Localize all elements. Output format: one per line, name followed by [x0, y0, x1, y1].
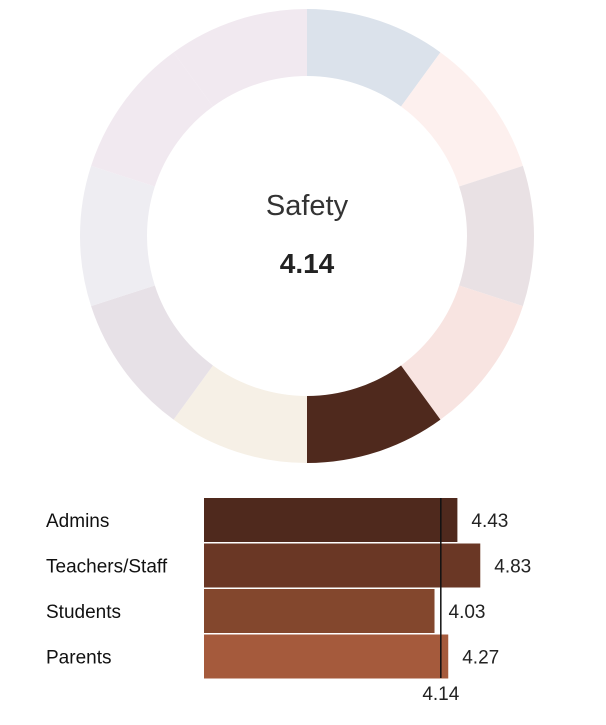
bar: [204, 543, 481, 588]
reference-line-label: 4.14: [422, 684, 459, 705]
donut-segment: [307, 9, 441, 107]
donut-segment: [401, 52, 523, 187]
bar-value-label: 4.27: [462, 648, 499, 669]
bar-category-label: Parents: [46, 648, 111, 669]
bar-category-label: Admins: [46, 511, 109, 532]
bar-category-label: Teachers/Staff: [46, 557, 168, 578]
donut-segment: [401, 285, 523, 420]
donut-segment: [173, 9, 307, 107]
donut-segment: [79, 165, 155, 307]
donut-title: Safety: [265, 190, 349, 222]
bar: [204, 589, 435, 633]
bar-value-label: 4.43: [471, 511, 508, 532]
donut-segment: [173, 365, 307, 463]
donut-chart: [79, 9, 535, 463]
donut-segment: [91, 285, 213, 420]
donut-value: 4.14: [279, 248, 335, 279]
donut-segment: [91, 52, 213, 187]
bar: [204, 498, 458, 542]
bar-value-label: 4.83: [494, 557, 531, 578]
bar: [204, 634, 449, 679]
donut-segment: [459, 165, 535, 307]
donut-segment-highlighted: [307, 365, 441, 463]
bar-chart: Admins 4.43 Teachers/Staff 4.83 Students 4.03…: [46, 498, 531, 705]
bar-category-label: Students: [46, 602, 121, 623]
bar-value-label: 4.03: [449, 602, 486, 623]
